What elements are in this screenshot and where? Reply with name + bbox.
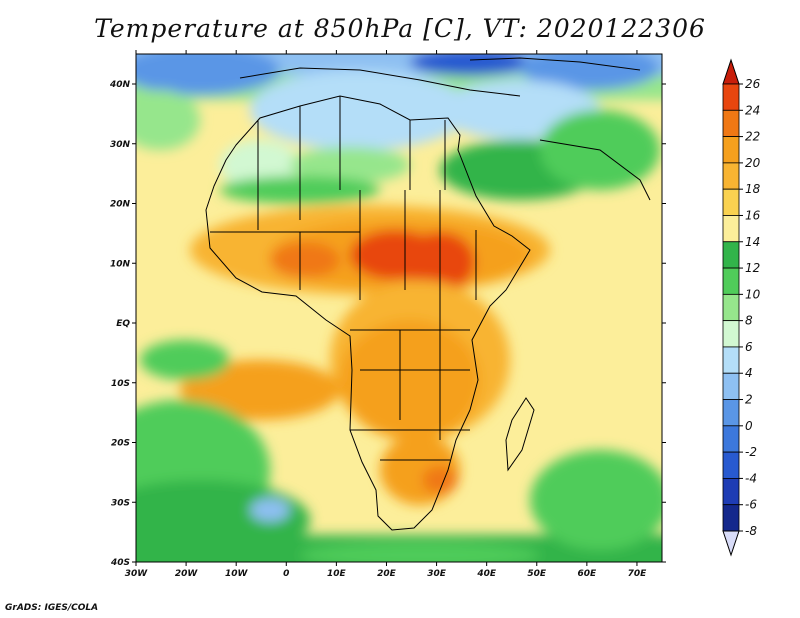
lat-tick-label: 40N xyxy=(109,80,131,90)
axis-ticks: 30W 20W 10W 0 10E 20E 30E 40E 50E 60E 70E 40N 30N 20N… xyxy=(109,50,666,579)
lon-tick-label: 60E xyxy=(578,569,598,579)
lat-tick-label: 40S xyxy=(110,558,130,568)
colorbar-label: -4 xyxy=(745,471,757,485)
coastlines xyxy=(205,57,651,531)
lat-tick-label: 30S xyxy=(111,498,130,508)
lat-tick-label: 20N xyxy=(110,200,131,210)
lon-tick-label: 30E xyxy=(427,569,447,579)
colorbar-swatch xyxy=(722,188,740,216)
lon-tick-label: 0 xyxy=(283,569,289,579)
colorbar-label: 4 xyxy=(745,366,753,380)
colorbar-swatch xyxy=(722,399,740,427)
lon-tick-label: 20W xyxy=(175,569,199,579)
colorbar-label: 18 xyxy=(745,182,761,196)
colorbar-swatch xyxy=(722,215,740,243)
colorbar-swatch xyxy=(722,83,740,111)
lon-tick-label: 10E xyxy=(327,569,347,579)
colorbar-swatch xyxy=(722,267,740,295)
map-frame xyxy=(135,53,663,563)
colorbar-swatch xyxy=(722,320,740,348)
colorbar-swatch xyxy=(722,241,740,269)
colorbar-label: 10 xyxy=(745,287,761,301)
lat-tick-label: 10N xyxy=(110,259,131,269)
temperature-field xyxy=(136,54,662,562)
colorbar-label: 12 xyxy=(745,261,760,275)
colorbar-label: 8 xyxy=(745,314,753,328)
colorbar-bottom-arrow xyxy=(722,530,740,557)
colorbar-label: -2 xyxy=(745,445,757,459)
lat-tick-label: EQ xyxy=(116,319,130,329)
lon-tick-label: 20E xyxy=(377,569,397,579)
lat-tick-label: 30N xyxy=(110,140,131,150)
colorbar-label: -6 xyxy=(745,498,757,512)
colorbar-swatch xyxy=(722,478,740,506)
lon-tick-label: 40E xyxy=(476,569,497,579)
colorbar-swatch xyxy=(722,346,740,374)
colorbar-label: 16 xyxy=(745,208,761,222)
colorbar-swatch xyxy=(722,109,740,137)
colorbar-label: 20 xyxy=(745,156,761,170)
colorbar-label: -8 xyxy=(745,524,757,538)
colorbar-swatch xyxy=(722,162,740,190)
lon-tick-label: 70E xyxy=(628,569,648,579)
colorbar-label: 2 xyxy=(745,393,753,407)
colorbar-swatch xyxy=(722,293,740,322)
colorbar-swatch xyxy=(722,372,740,400)
colorbar-label: 22 xyxy=(745,130,760,144)
colorbar-label: 24 xyxy=(745,103,760,117)
lat-tick-label: 10S xyxy=(111,379,130,389)
colorbar-label: 6 xyxy=(745,340,753,354)
lon-tick-label: 30W xyxy=(125,569,149,579)
colorbar-swatch xyxy=(722,136,740,164)
lon-tick-label: 10W xyxy=(225,569,249,579)
map-title: Temperature at 850hPa [C], VT: 202012230… xyxy=(94,14,706,43)
colorbar-swatch xyxy=(722,451,740,479)
colorbar-swatch xyxy=(722,504,740,532)
grads-credit: GrADS: IGES/COLA xyxy=(5,603,99,613)
lon-tick-label: 50E xyxy=(527,569,547,579)
lat-tick-label: 20S xyxy=(111,439,130,449)
colorbar-swatch xyxy=(722,425,740,453)
colorbar-label: 0 xyxy=(745,419,753,433)
colorbar-label: 26 xyxy=(745,77,761,91)
colorbar-label: 14 xyxy=(745,235,760,249)
colorbar-top-arrow xyxy=(722,58,740,85)
